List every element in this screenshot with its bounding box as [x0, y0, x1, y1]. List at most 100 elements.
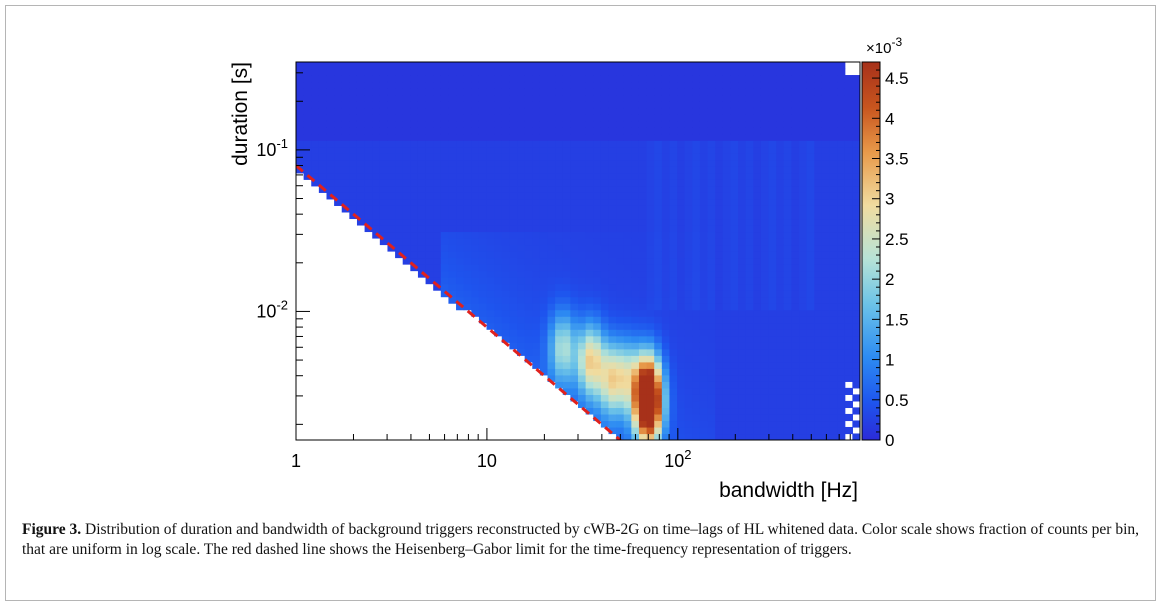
heatmap-cell	[730, 140, 739, 148]
heatmap-cell	[478, 218, 488, 226]
heatmap-cell	[585, 114, 594, 122]
heatmap-cell	[821, 101, 831, 109]
heatmap-cell	[425, 211, 434, 220]
heatmap-cell	[776, 114, 785, 122]
heatmap-cell	[608, 127, 617, 135]
heatmap-cell	[562, 114, 571, 122]
heatmap-cell	[417, 94, 427, 102]
heatmap-cell	[578, 101, 587, 109]
heatmap-cell	[715, 179, 724, 187]
heatmap-cell	[654, 198, 663, 206]
heatmap-cell	[517, 342, 526, 350]
heatmap-cell	[471, 251, 480, 259]
heatmap-cell	[524, 133, 533, 141]
heatmap-cell	[852, 296, 860, 304]
heatmap-cell	[684, 407, 693, 415]
heatmap-cell	[448, 75, 457, 83]
heatmap-cell	[448, 290, 457, 298]
heatmap-cell	[699, 413, 709, 422]
heatmap-cell	[722, 94, 732, 102]
heatmap-cell	[699, 251, 709, 259]
heatmap-cell	[745, 303, 754, 311]
heatmap-cell	[440, 107, 450, 115]
heatmap-cell	[562, 107, 571, 115]
heatmap-cell	[402, 166, 411, 174]
heatmap-cell	[730, 120, 739, 128]
heatmap-cell	[509, 198, 518, 206]
heatmap-cell	[524, 231, 533, 239]
heatmap-cell	[684, 329, 693, 337]
heatmap-cell	[684, 426, 693, 435]
heatmap-cell	[699, 179, 709, 187]
heatmap-cell	[318, 146, 328, 154]
heatmap-cell	[402, 237, 411, 246]
heatmap-cell	[562, 94, 571, 102]
heatmap-cell	[478, 172, 488, 180]
heatmap-cell	[791, 381, 800, 389]
heatmap-cell	[440, 114, 450, 122]
heatmap-cell	[585, 316, 594, 324]
heatmap-cell	[837, 88, 846, 96]
heatmap-cell	[570, 283, 579, 291]
heatmap-cell	[387, 185, 396, 193]
heatmap-cell	[326, 75, 335, 83]
heatmap-cell	[547, 237, 556, 246]
heatmap-cell	[585, 296, 594, 304]
heatmap-cell	[486, 88, 495, 96]
heatmap-cell	[410, 101, 419, 109]
heatmap-cell	[715, 218, 724, 226]
heatmap-cell	[661, 107, 671, 115]
heatmap-cell	[539, 329, 549, 337]
heatmap-cell	[303, 94, 312, 102]
heatmap-cell	[707, 237, 716, 246]
heatmap-cell	[593, 394, 602, 402]
heatmap-cell	[791, 205, 800, 213]
heatmap-cell	[616, 88, 625, 96]
heatmap-cell	[646, 316, 655, 324]
heatmap-cell	[593, 62, 602, 70]
heatmap-cell	[715, 75, 724, 83]
heatmap-cell	[524, 277, 533, 285]
heatmap-cell	[410, 166, 419, 174]
heatmap-cell	[593, 140, 602, 148]
heatmap-cell	[753, 62, 762, 70]
heatmap-cell	[760, 264, 770, 272]
heatmap-cell	[654, 420, 663, 428]
heatmap-cell	[478, 192, 488, 200]
heatmap-cell	[753, 413, 762, 422]
heatmap-cell	[623, 153, 632, 161]
heatmap-cell	[768, 374, 777, 382]
heatmap-cell	[631, 244, 640, 252]
heatmap-cell	[478, 133, 488, 141]
heatmap-cell	[738, 257, 747, 265]
heatmap-cell	[745, 231, 754, 239]
heatmap-cell	[296, 120, 305, 128]
heatmap-cell	[738, 394, 747, 402]
heatmap-cell	[631, 114, 640, 122]
heatmap-cell	[578, 114, 587, 122]
heatmap-cell	[364, 114, 373, 122]
heatmap-cell	[715, 283, 724, 291]
heatmap-cell	[661, 211, 671, 220]
heatmap-cell	[829, 133, 838, 141]
heatmap-cell	[539, 322, 549, 330]
heatmap-cell	[699, 166, 709, 174]
heatmap-cell	[661, 270, 671, 278]
heatmap-cell	[715, 192, 724, 200]
heatmap-cell	[753, 120, 762, 128]
heatmap-cell	[326, 179, 335, 187]
heatmap-cell	[684, 355, 693, 363]
heatmap-cell	[707, 322, 716, 330]
heatmap-cell	[776, 400, 785, 409]
heatmap-cell	[799, 329, 808, 337]
heatmap-cell	[631, 413, 640, 422]
heatmap-cell	[837, 205, 846, 213]
heatmap-cell	[608, 205, 617, 213]
heatmap-cell	[570, 368, 579, 376]
heatmap-cell	[539, 166, 549, 174]
heatmap-cell	[463, 166, 472, 174]
heatmap-cell	[608, 153, 617, 161]
heatmap-cell	[631, 68, 640, 76]
heatmap-cell	[821, 166, 831, 174]
heatmap-cell	[585, 133, 594, 141]
